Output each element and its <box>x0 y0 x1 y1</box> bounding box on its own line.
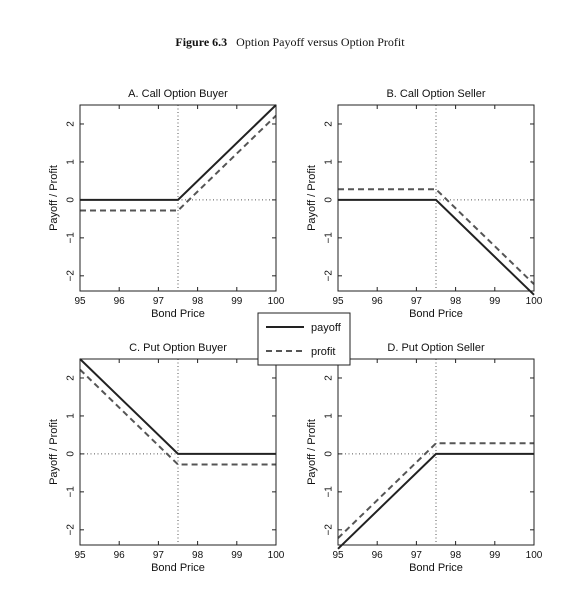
y-tick-label: −1 <box>66 486 77 498</box>
x-tick-label: 98 <box>192 550 204 561</box>
chart-panel-1: 95 96 97 98 99 100 −2 −1 0 1 2 A. Call Option Buyer… <box>48 88 285 320</box>
x-tick-label: 98 <box>450 296 462 307</box>
series-profit-line <box>80 114 277 212</box>
x-tick-label: 100 <box>526 550 543 561</box>
chart-title: C. Put Option Buyer <box>129 342 227 354</box>
legend-payoff-label: payoff <box>311 322 342 334</box>
y-tick-label: 2 <box>66 375 77 381</box>
legend-profit-label: profit <box>311 346 335 358</box>
y-axis-label: Payoff / Profit <box>306 165 318 231</box>
legend-box <box>257 312 351 366</box>
figure-caption: Option Payoff versus Option Profit <box>236 35 405 49</box>
series-payoff-line <box>338 198 535 296</box>
y-tick-label: −2 <box>324 524 335 536</box>
x-tick-label: 95 <box>332 550 344 561</box>
x-tick-label: 97 <box>411 296 423 307</box>
x-axis-label: Bond Price <box>409 562 463 574</box>
x-tick-label: 99 <box>231 296 243 307</box>
chart-title: B. Call Option Seller <box>386 88 485 100</box>
x-tick-label: 98 <box>192 296 204 307</box>
series-payoff-line <box>79 358 276 455</box>
x-tick-label: 100 <box>268 296 285 307</box>
figure-title: Figure 6.3 Option Payoff versus Option P… <box>0 35 580 50</box>
plot-frame <box>337 358 535 546</box>
y-tick-label: −2 <box>66 524 77 536</box>
x-tick-label: 95 <box>74 550 86 561</box>
x-tick-label: 97 <box>411 550 423 561</box>
chart-panel-4: 95 96 97 98 99 100 −2 −1 0 1 2 D. Put Option Seller… <box>306 342 543 574</box>
x-tick-label: 96 <box>114 550 126 561</box>
y-tick-label: −2 <box>66 270 77 282</box>
y-tick-label: −1 <box>66 232 77 244</box>
plot-frame <box>79 104 277 292</box>
y-tick-label: 0 <box>324 451 335 457</box>
y-axis-label: Payoff / Profit <box>48 165 60 231</box>
x-tick-label: 96 <box>372 550 384 561</box>
y-tick-label: −2 <box>324 270 335 282</box>
y-tick-label: 2 <box>324 375 335 381</box>
chart-title: A. Call Option Buyer <box>128 88 228 100</box>
y-tick-label: 0 <box>324 197 335 203</box>
x-axis-label: Bond Price <box>151 308 205 320</box>
x-tick-label: 95 <box>74 296 86 307</box>
series-profit-line <box>337 442 534 539</box>
x-tick-label: 100 <box>268 550 285 561</box>
y-tick-label: 2 <box>66 121 77 127</box>
y-tick-label: 1 <box>324 159 335 165</box>
plot-frame <box>79 358 277 546</box>
y-tick-label: 1 <box>324 413 335 419</box>
y-tick-label: 1 <box>66 159 77 165</box>
legend: payoff profit <box>257 312 351 366</box>
x-tick-label: 99 <box>489 296 501 307</box>
x-tick-label: 96 <box>372 296 384 307</box>
y-tick-label: 0 <box>66 197 77 203</box>
series-payoff-line <box>80 104 277 201</box>
y-tick-label: −1 <box>324 486 335 498</box>
series-payoff-line <box>337 452 534 550</box>
chart-title: D. Put Option Seller <box>387 342 485 354</box>
x-tick-label: 95 <box>332 296 344 307</box>
x-tick-label: 99 <box>489 550 501 561</box>
x-tick-label: 97 <box>153 296 165 307</box>
x-tick-label: 100 <box>526 296 543 307</box>
chart-panel-3: 95 96 97 98 99 100 −2 −1 0 1 2 C. Put Option Buyer B… <box>48 342 285 574</box>
series-profit-line <box>79 368 276 466</box>
x-tick-label: 96 <box>114 296 126 307</box>
x-tick-label: 99 <box>231 550 243 561</box>
x-axis-label: Bond Price <box>151 562 205 574</box>
y-tick-label: 1 <box>66 413 77 419</box>
x-tick-label: 98 <box>450 550 462 561</box>
figure-number: Figure 6.3 <box>175 35 228 49</box>
x-tick-label: 97 <box>153 550 165 561</box>
y-axis-label: Payoff / Profit <box>306 419 318 485</box>
x-axis-label: Bond Price <box>409 308 463 320</box>
chart-panel-2: 95 96 97 98 99 100 −2 −1 0 1 2 B. Call Option Selle… <box>306 88 543 320</box>
y-tick-label: 2 <box>324 121 335 127</box>
plot-frame <box>337 104 535 292</box>
y-tick-label: −1 <box>324 232 335 244</box>
y-tick-label: 0 <box>66 451 77 457</box>
y-axis-label: Payoff / Profit <box>48 419 60 485</box>
series-profit-line <box>338 188 535 285</box>
